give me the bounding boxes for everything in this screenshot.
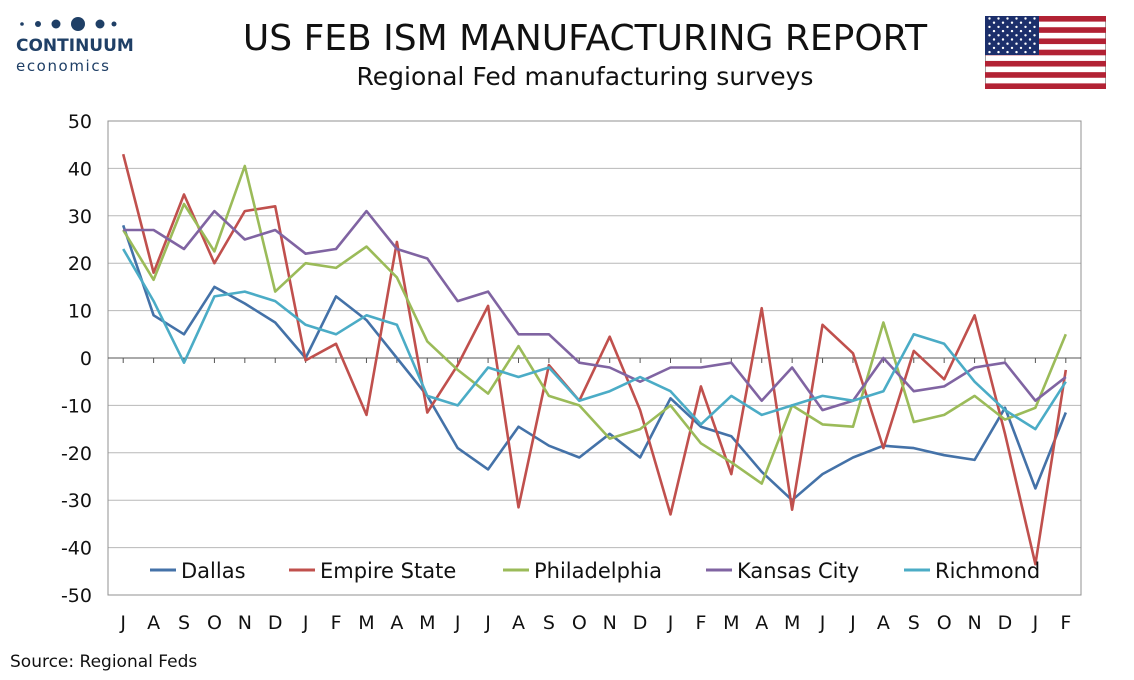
y-tick-label: 30: [68, 206, 92, 228]
x-tick-label: A: [390, 612, 403, 634]
y-tick-label: -30: [61, 490, 92, 512]
legend: Dallas Empire State Philadelphia Kansas Cit…: [150, 559, 1040, 583]
series-line: [122, 248, 1067, 431]
chart-subtitle: Regional Fed manufacturing surveys: [356, 62, 814, 91]
x-tick-label: S: [908, 612, 920, 634]
logo-dots-icon: [20, 17, 117, 31]
series-richmond: [122, 248, 1067, 431]
series-dallas: [121, 224, 1068, 502]
series-philadelphia: [122, 164, 1068, 485]
y-tick-label: 10: [68, 301, 92, 323]
legend-entry: Richmond: [904, 559, 1040, 583]
x-tick-label: A: [512, 612, 525, 634]
y-tick-label: -40: [61, 538, 92, 560]
x-tick-label: A: [755, 612, 768, 634]
legend-label: Empire State: [320, 559, 456, 583]
us-flag-icon: [985, 16, 1106, 89]
y-tick-label: -20: [61, 443, 92, 465]
x-tick-label: N: [967, 612, 981, 634]
legend-label: Philadelphia: [534, 559, 662, 583]
x-tick-label: J: [119, 612, 126, 634]
legend-entry: Philadelphia: [503, 559, 662, 583]
x-tick-label: M: [419, 612, 435, 634]
x-tick-label: O: [937, 612, 952, 634]
x-tick-label: D: [268, 612, 283, 634]
series-kansas-city: [123, 209, 1067, 412]
chart-title: US FEB ISM MANUFACTURING REPORT: [242, 18, 928, 59]
series-lines: [121, 153, 1068, 566]
series-line: [122, 164, 1068, 485]
series-empire-state: [121, 153, 1068, 566]
x-tick-label: O: [207, 612, 222, 634]
x-tick-label: F: [695, 612, 706, 634]
y-tick-label: 40: [68, 158, 92, 180]
x-tick-label: D: [633, 612, 648, 634]
y-tick-label: 20: [68, 253, 92, 275]
x-tick-label: J: [819, 612, 826, 634]
y-tick-label: 50: [68, 111, 92, 133]
legend-label: Kansas City: [737, 559, 859, 583]
x-tick-label: J: [454, 612, 461, 634]
legend-entry: Kansas City: [706, 559, 859, 583]
y-tick-label: -10: [61, 395, 92, 417]
source-note: Source: Regional Feds: [10, 652, 198, 672]
x-tick-label: F: [331, 612, 342, 634]
continuum-logo: CONTINUUM economics: [10, 14, 135, 76]
x-tick-label: F: [1060, 612, 1071, 634]
logo-subtext: economics: [16, 57, 111, 75]
x-tick-label: M: [358, 612, 374, 634]
legend-label: Dallas: [181, 559, 246, 583]
logo-name: CONTINUUM: [16, 36, 134, 56]
x-tick-label: N: [238, 612, 252, 634]
x-tick-label: J: [849, 612, 856, 634]
x-tick-label: N: [603, 612, 617, 634]
series-line: [121, 224, 1068, 502]
legend-label: Richmond: [935, 559, 1040, 583]
series-line: [121, 153, 1068, 566]
y-tick-label: 0: [80, 348, 92, 370]
x-tick-label: A: [877, 612, 890, 634]
legend-entry: Dallas: [150, 559, 246, 583]
x-tick-label: J: [484, 612, 491, 634]
x-tick-label: O: [572, 612, 587, 634]
x-tick-label: S: [178, 612, 190, 634]
x-tick-label: J: [1032, 612, 1039, 634]
x-tick-label: J: [667, 612, 674, 634]
x-tick-label: A: [147, 612, 160, 634]
legend-entry: Empire State: [289, 559, 456, 583]
x-tick-label: M: [784, 612, 800, 634]
x-tick-label: S: [543, 612, 555, 634]
y-tick-label: -50: [61, 585, 92, 607]
series-line: [123, 209, 1067, 412]
x-tick-label: D: [998, 612, 1013, 634]
x-tick-label: J: [302, 612, 309, 634]
x-tick-label: M: [723, 612, 739, 634]
